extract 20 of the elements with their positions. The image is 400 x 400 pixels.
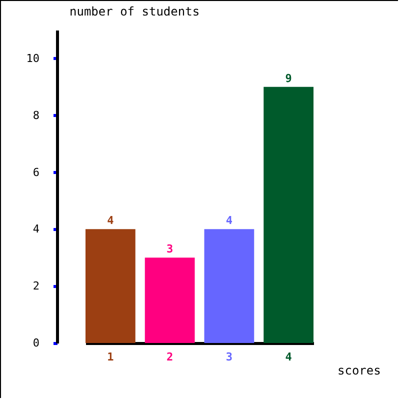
y-tick-label: 2 (32, 280, 40, 293)
y-tick-label: 8 (32, 108, 40, 122)
bar (264, 86, 314, 343)
bar (144, 258, 195, 343)
x-tick-label: 1 (107, 350, 114, 364)
y-tick-label: 0 (32, 336, 40, 350)
bar (86, 229, 136, 343)
bar (204, 229, 254, 343)
y-tick-label: 6 (32, 166, 40, 179)
data-label: 4 (107, 214, 114, 228)
x-axis-title: scores (338, 364, 381, 378)
y-tick-label: 10 (26, 52, 40, 65)
data-label: 9 (285, 72, 292, 85)
y-tick-label: 4 (32, 222, 40, 236)
x-tick-label: 2 (166, 350, 174, 364)
y-axis-title: number of students (70, 4, 200, 18)
x-tick-label: 3 (226, 350, 232, 364)
data-label: 3 (166, 242, 174, 256)
data-label: 4 (226, 214, 233, 228)
x-tick-label: 4 (285, 350, 292, 364)
